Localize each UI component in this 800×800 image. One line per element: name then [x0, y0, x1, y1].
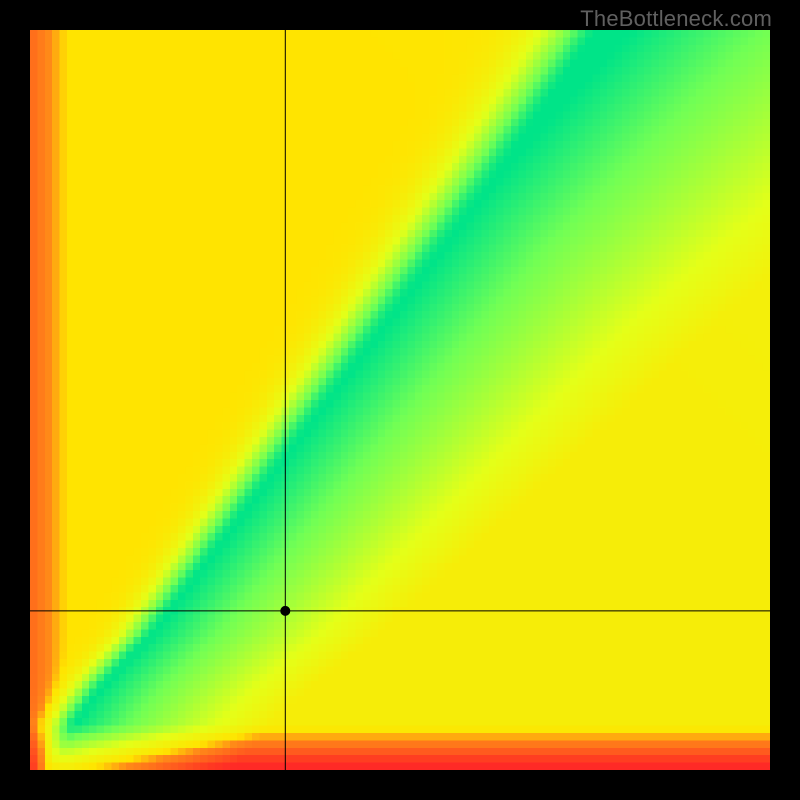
watermark-text: TheBottleneck.com: [580, 6, 772, 32]
bottleneck-heatmap: [30, 30, 770, 770]
chart-container: { "watermark": { "text": "TheBottleneck.…: [0, 0, 800, 800]
